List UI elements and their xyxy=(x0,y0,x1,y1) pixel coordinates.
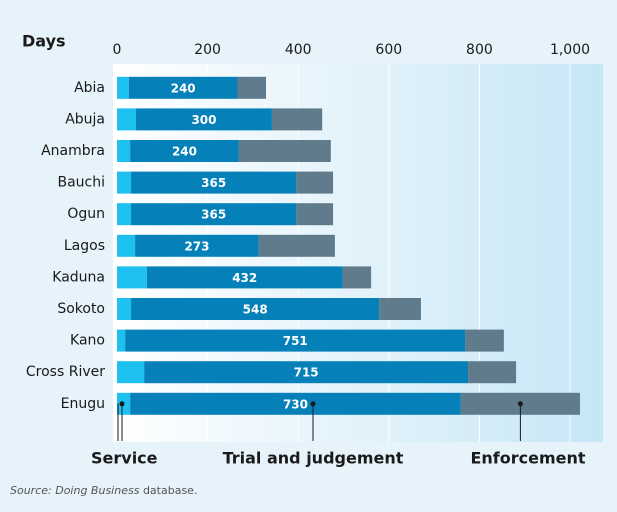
value-label: 240 xyxy=(172,145,197,159)
bar-segment xyxy=(465,329,504,352)
y-tick-label: Sokoto xyxy=(57,301,105,317)
y-tick-label: Abia xyxy=(74,80,105,96)
bar-segment xyxy=(237,76,267,99)
x-tick-label: 400 xyxy=(285,42,312,58)
x-tick-label: 800 xyxy=(466,42,493,58)
y-tick-label: Abuja xyxy=(65,111,105,127)
bar-segment xyxy=(117,171,132,194)
bar-segment xyxy=(117,361,145,384)
bar-segment xyxy=(128,76,238,99)
y-tick-label: Kaduna xyxy=(52,269,105,285)
bar-segment xyxy=(131,171,297,194)
value-label: 240 xyxy=(171,81,196,95)
bar-segment xyxy=(125,329,466,352)
bar-segment xyxy=(130,140,239,162)
bar-segment xyxy=(117,203,132,226)
value-label: 715 xyxy=(294,366,319,380)
bar-segment xyxy=(131,203,297,226)
bar-segment xyxy=(342,266,372,289)
legend-label: Trial and judgement xyxy=(223,449,404,468)
value-label: 548 xyxy=(243,303,268,317)
bar-segment xyxy=(238,140,331,162)
x-tick-label: 600 xyxy=(375,42,402,58)
bar-segment xyxy=(296,203,334,226)
legend-label: Enforcement xyxy=(470,449,585,468)
x-tick-label: 0 xyxy=(113,42,122,58)
bar-segment xyxy=(117,234,136,257)
source-rest: database. xyxy=(139,484,197,497)
bar-segment xyxy=(117,266,147,289)
bar-segment xyxy=(271,108,323,131)
bar-segment xyxy=(379,298,421,320)
bar-segment xyxy=(135,234,259,257)
value-label: 273 xyxy=(184,239,209,253)
y-tick-label: Lagos xyxy=(64,238,105,254)
bar-segment xyxy=(131,298,380,320)
bar-segment xyxy=(117,140,131,162)
bar-segment xyxy=(258,234,335,257)
bar-segment xyxy=(117,298,132,320)
y-tick-label: Cross River xyxy=(26,364,105,380)
value-label: 365 xyxy=(201,176,226,190)
bar-segment xyxy=(117,329,126,352)
value-label: 432 xyxy=(232,271,257,285)
x-tick-label: 200 xyxy=(194,42,221,58)
bar-segment xyxy=(146,266,343,289)
bar-segment xyxy=(296,171,334,194)
y-tick-label: Kano xyxy=(70,333,105,349)
y-tick-label: Ogun xyxy=(67,206,105,222)
value-label: 730 xyxy=(283,397,308,411)
bar-segment xyxy=(136,108,272,131)
value-label: 751 xyxy=(283,334,308,348)
y-tick-label: Anambra xyxy=(41,143,105,159)
value-label: 365 xyxy=(201,208,226,222)
source-italic: Source: Doing Business xyxy=(10,484,140,497)
bar-segment xyxy=(130,392,461,415)
legend-label: Service xyxy=(91,449,158,468)
bar-segment xyxy=(117,108,137,131)
bar-segment xyxy=(117,76,129,99)
y-tick-label: Enugu xyxy=(61,396,105,412)
value-label: 300 xyxy=(191,113,216,127)
bar-segment xyxy=(468,361,517,384)
y-tick-label: Bauchi xyxy=(57,175,105,191)
bar-segment xyxy=(144,361,469,384)
source: Source: Doing Business database. xyxy=(10,484,197,497)
axis-title: Days xyxy=(22,32,66,51)
x-tick-label: 1,000 xyxy=(550,42,590,58)
